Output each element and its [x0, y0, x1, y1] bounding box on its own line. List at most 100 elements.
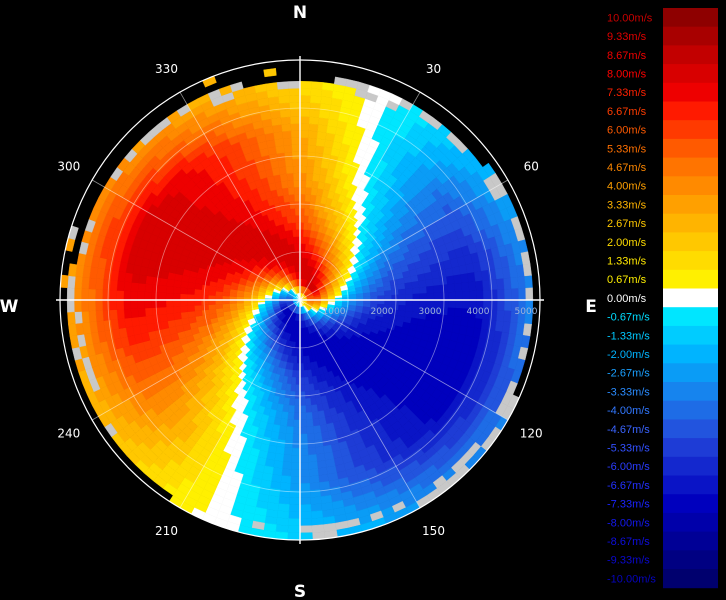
velocity-cell — [130, 308, 139, 318]
velocity-cell — [412, 287, 421, 295]
velocity-cell — [299, 511, 312, 520]
colorbar-swatch — [663, 251, 718, 271]
velocity-cell — [310, 503, 323, 512]
velocity-cell — [291, 440, 301, 449]
range-tick-label: 1000 — [323, 307, 346, 317]
colorbar-label: 10.00m/s — [607, 12, 653, 24]
velocity-cell — [453, 274, 462, 285]
velocity-cell — [275, 145, 285, 154]
velocity-cell — [419, 299, 428, 307]
velocity-cell — [280, 475, 292, 484]
velocity-cell — [294, 200, 301, 209]
velocity-cell — [293, 236, 298, 245]
velocity-cell — [292, 426, 301, 435]
velocity-cell — [102, 299, 110, 311]
velocity-cell — [95, 310, 104, 322]
velocity-cell — [299, 497, 311, 505]
velocity-cell — [411, 280, 420, 289]
colorbar-label: 6.00m/s — [607, 125, 647, 137]
velocity-cell — [432, 277, 441, 287]
velocity-cell — [208, 308, 217, 315]
velocity-cell — [308, 461, 318, 470]
velocity-cell — [194, 310, 203, 317]
colorbar-swatch — [663, 494, 718, 514]
velocity-cell — [109, 279, 118, 291]
velocity-cell — [461, 290, 470, 301]
velocity-cell — [362, 292, 371, 297]
compass-south: S — [294, 582, 306, 600]
colorbar-label: 2.67m/s — [607, 218, 647, 230]
velocity-cell — [309, 390, 316, 399]
velocity-cell — [310, 95, 322, 104]
velocity-cell — [151, 299, 160, 309]
velocity-cell — [522, 323, 532, 337]
colorbar-label: -4.00m/s — [607, 405, 650, 417]
velocity-cell — [524, 275, 533, 289]
velocity-cell — [288, 80, 301, 89]
velocity-cell — [284, 440, 293, 449]
colorbar-label: -4.67m/s — [607, 424, 650, 436]
velocity-cell — [299, 440, 309, 449]
velocity-cell — [299, 186, 307, 195]
velocity-cell — [433, 292, 442, 301]
velocity-cell — [166, 278, 175, 287]
velocity-cell — [283, 194, 290, 203]
colorbar-label: 2.00m/s — [607, 237, 647, 249]
velocity-cell — [490, 299, 498, 311]
velocity-cell — [398, 304, 406, 312]
velocity-cell — [460, 316, 469, 327]
velocity-cell — [412, 299, 421, 307]
velocity-cell — [307, 454, 318, 463]
velocity-cell — [294, 398, 301, 407]
velocity-cell — [289, 95, 301, 103]
velocity-cell — [307, 447, 317, 456]
velocity-cell — [311, 411, 320, 420]
velocity-cell — [186, 287, 195, 295]
velocity-cell — [405, 305, 414, 313]
azimuth-spoke — [91, 299, 301, 421]
velocity-cell — [440, 307, 449, 316]
compass-east: E — [585, 297, 597, 317]
velocity-cell — [440, 284, 449, 293]
velocity-cell — [282, 130, 292, 139]
velocity-cell — [288, 194, 296, 202]
velocity-cell — [467, 317, 476, 328]
colorbar-swatch — [663, 288, 718, 308]
velocity-cell — [293, 179, 301, 188]
velocity-cell — [288, 511, 301, 520]
velocity-cell — [144, 283, 153, 293]
velocity-cell — [116, 290, 125, 301]
velocity-cell — [447, 291, 456, 301]
velocity-cell — [299, 179, 307, 188]
velocity-cell — [313, 159, 323, 168]
velocity-cell — [308, 383, 315, 392]
velocity-cell — [292, 165, 301, 174]
velocity-cell — [109, 299, 117, 311]
compass-north: N — [293, 3, 307, 23]
velocity-cell — [172, 293, 181, 301]
velocity-cell — [278, 166, 287, 175]
velocity-cell — [277, 432, 287, 441]
velocity-cell — [138, 315, 147, 326]
colorbar-label: 4.67m/s — [607, 162, 647, 174]
colorbar-swatch — [663, 363, 718, 383]
colorbar-swatch — [663, 101, 718, 121]
velocity-cell — [271, 117, 282, 126]
velocity-cell — [299, 207, 306, 216]
colorbar-swatch — [663, 26, 718, 46]
velocity-cell — [474, 271, 483, 282]
velocity-cell — [454, 299, 463, 309]
azimuth-spoke — [179, 91, 301, 301]
velocity-cell — [318, 417, 327, 426]
velocity-cell — [299, 130, 310, 139]
velocity-cell — [303, 376, 310, 385]
velocity-cell — [318, 474, 329, 483]
velocity-cell — [278, 496, 290, 505]
velocity-cell — [490, 289, 498, 301]
azimuth-tick-label: 150 — [422, 524, 445, 538]
velocity-cell — [299, 165, 308, 174]
velocity-cell — [316, 131, 327, 140]
velocity-cell — [288, 398, 296, 406]
colorbar-swatch — [663, 419, 718, 439]
velocity-cell — [313, 166, 322, 175]
